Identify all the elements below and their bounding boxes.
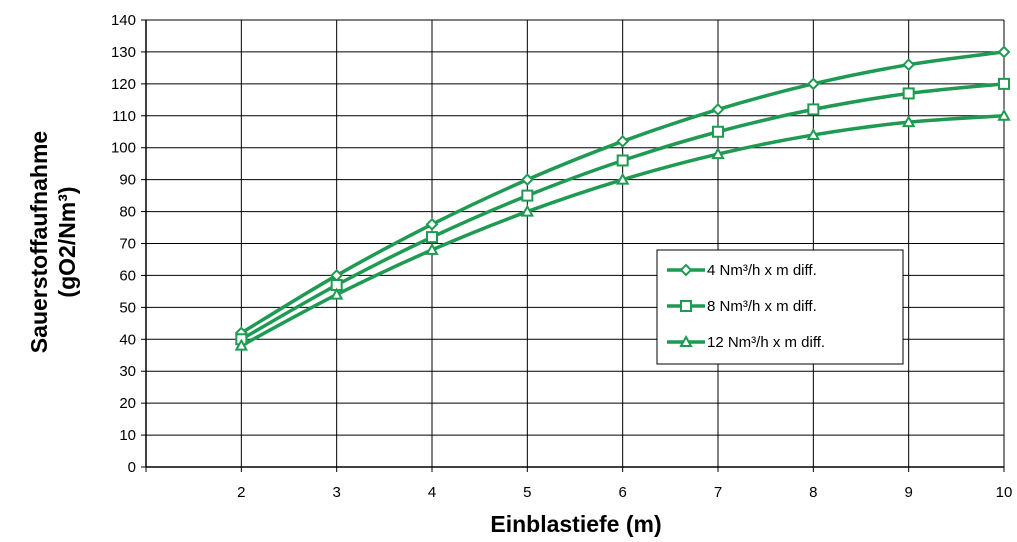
x-tick-label: 7 [714, 484, 722, 501]
series-line-3 [240, 114, 1005, 348]
x-tick-label: 8 [809, 484, 817, 501]
data-point-triangle [615, 172, 630, 185]
data-point-triangle [901, 115, 916, 128]
y-tick-label: 110 [112, 108, 136, 125]
data-point-triangle [234, 338, 249, 351]
y-tick-label: 80 [119, 204, 136, 221]
data-point-square [521, 189, 534, 202]
legend-marker-triangle [679, 334, 693, 347]
grid [146, 19, 1005, 467]
data-point-triangle [806, 127, 821, 140]
y-tick-label: 10 [119, 427, 136, 444]
y-tick-label: 120 [111, 76, 136, 93]
data-point-square [712, 125, 724, 138]
y-tick-label: 90 [119, 172, 136, 189]
x-tick-label: 4 [428, 484, 436, 501]
axes [141, 19, 1005, 472]
x-tick-label: 3 [332, 484, 340, 501]
data-point-square [998, 77, 1010, 90]
data-point-diamond [616, 134, 630, 148]
y-tick-label: 50 [119, 299, 136, 316]
y-tick-label: 30 [119, 363, 136, 380]
data-point-diamond [902, 58, 916, 72]
data-point-square [902, 87, 915, 100]
data-point-diamond [711, 102, 725, 116]
series-line-2 [240, 82, 1005, 341]
legend-marker-square [680, 300, 692, 312]
y-tick-label: 130 [111, 44, 136, 61]
legend-label: 4 Nm³/h x m diff. [707, 262, 817, 279]
data-point-triangle [997, 108, 1011, 121]
x-tick-label: 10 [996, 484, 1013, 501]
series-markers [234, 45, 1011, 351]
data-point-diamond [806, 77, 820, 91]
y-tick-label: 0 [128, 459, 136, 476]
x-tick-label: 6 [618, 484, 626, 501]
data-point-triangle [425, 242, 439, 255]
data-point-triangle [711, 147, 725, 160]
y-axis-title-line1: Sauerstoffaufnahme [26, 131, 52, 353]
data-point-square [616, 154, 629, 167]
data-point-square [426, 231, 438, 244]
data-point-diamond [997, 45, 1011, 59]
legend-label: 12 Nm³/h x m diff. [707, 334, 825, 351]
legend: 4 Nm³/h x m diff. 8 Nm³/h x m diff. 12 Nm³… [656, 249, 904, 365]
y-tick-label: 20 [119, 395, 136, 412]
data-point-square [807, 103, 820, 116]
y-tick-label: 60 [119, 267, 136, 284]
x-tick-label: 5 [523, 484, 531, 501]
y-axis-title: Sauerstoffaufnahme (gO2/Nm³) [26, 131, 80, 353]
data-point-diamond [520, 173, 534, 187]
legend-label: 8 Nm³/h x m diff. [707, 298, 817, 315]
y-axis-title-line2: (gO2/Nm³) [54, 186, 80, 297]
x-tick-label: 9 [904, 484, 912, 501]
x-axis-title: Einblastiefe (m) [490, 511, 661, 537]
data-point-triangle [520, 204, 535, 217]
y-tick-label: 140 [111, 12, 136, 29]
legend-marker-diamond [679, 263, 693, 277]
y-tick-label: 70 [119, 236, 136, 253]
y-tick-label: 100 [111, 140, 136, 157]
x-tick-label: 2 [237, 484, 245, 501]
tick-labels: 0 10 20 30 40 50 60 70 80 90 100 110 120 130 140 2 3 4 5 6 7… [111, 12, 1012, 501]
y-tick-label: 40 [119, 331, 136, 348]
data-point-triangle [329, 287, 344, 300]
data-point-diamond [425, 217, 439, 231]
